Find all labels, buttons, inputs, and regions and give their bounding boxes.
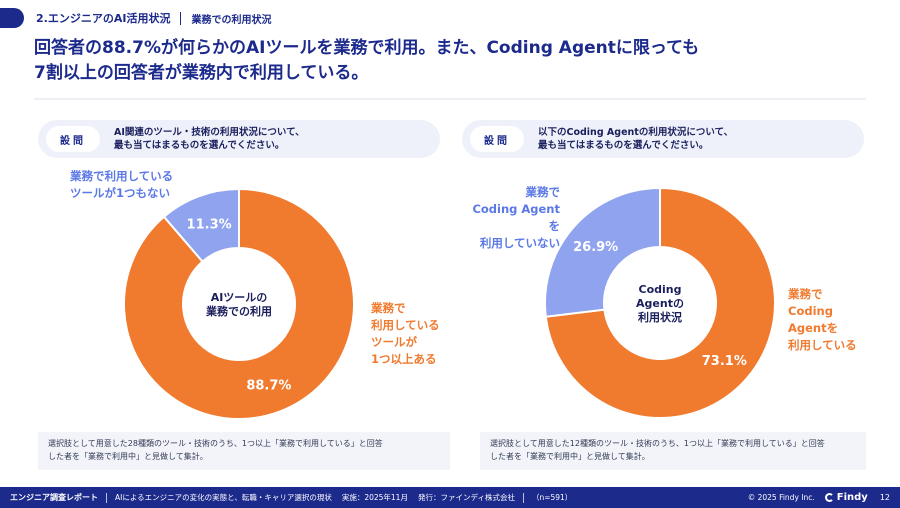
right-major-label-line: Agentを: [788, 321, 839, 335]
left-major-slice-label: 業務で 利用している ツールが 1つ以上ある: [371, 300, 440, 368]
footer-copyright: © 2025 Findy Inc.: [747, 493, 815, 502]
chart1-slice-1: [123, 187, 355, 420]
right-minor-label-line: 利用していない: [479, 236, 560, 250]
right-question-badge: 設問: [470, 126, 524, 152]
footer-report-title: エンジニア調査レポート: [10, 493, 98, 502]
section-title: 2.エンジニアのAI活用状況: [36, 12, 171, 25]
left-question-box: 設問 AI関連のツール・技術の利用状況について、 最も当てはまるものを選んでくだ…: [38, 120, 440, 158]
chart1-center-label: 業務での利用: [205, 304, 272, 318]
footer-divider: [106, 492, 107, 503]
page-footer: エンジニア調査レポート AIによるエンジニアの変化の実態と、転職・キャリア選択の…: [0, 487, 900, 508]
right-question-line-2: 最も当てはまるものを選んでください。: [538, 140, 709, 151]
left-footnote-line-1: 選択肢として用意した28種類のツール・技術のうち、1つ以上「業務で利用している」…: [48, 439, 383, 448]
left-minor-slice-label: 業務で利用している ツールが1つもない: [70, 168, 173, 202]
left-minor-label-line: 業務で利用している: [70, 169, 174, 183]
right-minor-slice-label: 業務で Coding Agentを 利用していない: [462, 184, 560, 252]
chart2-center-label: 利用状況: [638, 310, 682, 324]
chart2-slice-2-value-label: 26.9%: [573, 240, 618, 255]
left-question-line-1: AI関連のツール・技術の利用状況について、: [114, 127, 305, 138]
left-footnote: 選択肢として用意した28種類のツール・技術のうち、1つ以上「業務で利用している」…: [38, 432, 450, 470]
left-major-label-line: ツールが: [371, 335, 417, 349]
right-question-line-1: 以下のCoding Agentの利用状況について、: [538, 127, 734, 138]
chart2-slice-1-value-label: 73.1%: [702, 354, 747, 369]
chart2-center-label: Coding: [639, 283, 682, 296]
left-major-label-line: 1つ以上ある: [371, 352, 437, 366]
right-question-box: 設問 以下のCoding Agentの利用状況について、 最も当てはまるものを選…: [462, 120, 864, 158]
chart2-center-label: Agentの: [636, 297, 684, 310]
right-footnote-line-1: 選択肢として用意した12種類のツール・技術のうち、1つ以上「業務で利用している」…: [490, 439, 825, 448]
right-question-text: 以下のCoding Agentの利用状況について、 最も当てはまるものを選んでく…: [538, 126, 733, 152]
left-major-label-line: 業務で: [371, 301, 406, 315]
page-headline: 回答者の88.7%が何らかのAIツールを業務で利用。また、Coding Agen…: [34, 36, 874, 86]
right-major-label-line: 業務で: [788, 287, 823, 301]
header-divider: [180, 11, 182, 25]
page-number: 12: [879, 493, 890, 502]
chart1-slice-2-value-label: 11.3%: [187, 217, 232, 232]
footer-subtitle: AIによるエンジニアの変化の実態と、転職・キャリア選択の現状: [115, 493, 332, 502]
findy-logo-icon: [824, 493, 834, 502]
left-question-badge: 設問: [46, 126, 100, 152]
right-minor-label-line: 業務で: [525, 185, 561, 199]
right-minor-label-line: Coding Agentを: [472, 202, 560, 233]
left-minor-label-line: ツールが1つもない: [70, 186, 171, 200]
left-major-label-line: 利用している: [371, 318, 440, 332]
chart2-slice-2: [544, 186, 661, 318]
left-footnote-line-2: した者を「業務で利用中」と見做して集計。: [48, 452, 208, 461]
subsection-title: 業務での利用状況: [191, 14, 272, 26]
footer-sample-size: （n=591）: [531, 493, 573, 502]
chart2-slice-1: [544, 186, 776, 419]
findy-logo: Findy: [824, 492, 868, 503]
left-question-line-2: 最も当てはまるものを選んでください。: [114, 140, 285, 151]
section-header: 2.エンジニアのAI活用状況 業務での利用状況: [0, 8, 271, 28]
section-tab-marker: [0, 8, 24, 28]
chart1-center-label: AIツールの: [211, 291, 268, 304]
right-footnote-line-2: した者を「業務で利用中」と見做して集計。: [490, 452, 650, 461]
headline-line-1: 回答者の88.7%が何らかのAIツールを業務で利用。また、Coding Agen…: [34, 38, 700, 58]
headline-line-2: 7割以上の回答者が業務内で利用している。: [34, 63, 369, 83]
footer-publisher: 発行：ファインディ株式会社: [417, 493, 515, 502]
right-footnote: 選択肢として用意した12種類のツール・技術のうち、1つ以上「業務で利用している」…: [480, 432, 866, 470]
right-major-label-line: 利用している: [788, 338, 857, 352]
footer-period: 実施：2025年11月: [341, 493, 408, 502]
left-question-text: AI関連のツール・技術の利用状況について、 最も当てはまるものを選んでください。: [114, 126, 305, 152]
chart1-slice-1-value-label: 88.7%: [246, 379, 291, 394]
headline-divider: [34, 98, 866, 100]
findy-logo-text: Findy: [836, 492, 868, 503]
chart1-slice-2: [162, 187, 240, 263]
right-major-label-line: Coding: [788, 304, 833, 318]
right-major-slice-label: 業務で Coding Agentを 利用している: [788, 286, 857, 354]
footer-divider: [522, 492, 524, 503]
